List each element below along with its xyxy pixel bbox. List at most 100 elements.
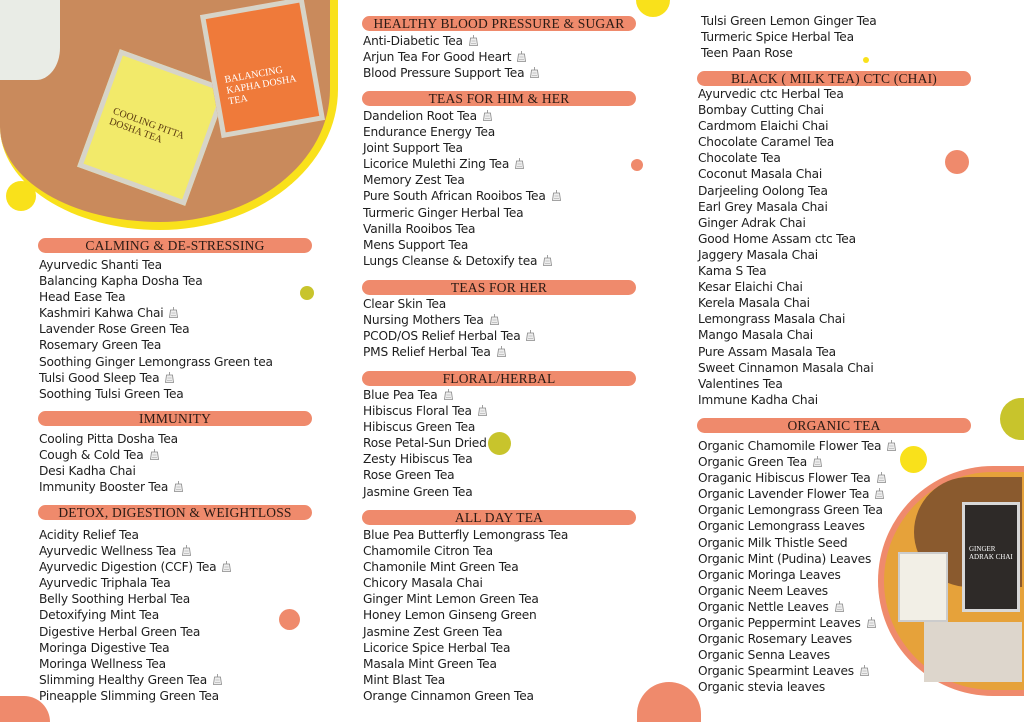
tea-name: Organic Lavender Flower Tea [698,487,870,502]
tea-item: Kerela Masala Chai [698,295,874,311]
tea-name: Blood Pressure Support Tea [363,66,525,81]
tea-name: Tulsi Good Sleep Tea [39,370,160,385]
teabag-icon [149,448,159,460]
tea-item: Jasmine Zest Green Tea [363,624,568,640]
tea-item: Acidity Relief Tea [39,527,231,543]
tea-name: Organic Lemongrass Leaves [698,519,865,534]
tea-name: Cardmom Elaichi Chai [698,119,829,134]
section-list-immunity: Cooling Pitta Dosha Tea Cough & Cold Tea D… [39,431,184,495]
tea-item: Desi Kadha Chai [39,463,183,479]
section-list-all-day: Blue Pea Butterfly Lemongrass Tea Chamomi… [363,527,568,704]
section-list-him-her: Dandelion Root Tea Endurance Energy Tea Jo… [363,108,561,269]
tea-item: Organic Lemongrass Leaves [698,518,896,534]
jar-label: GINGER ADRAK CHAI [969,545,1013,561]
flowers [0,0,60,80]
teabag-icon [866,616,876,628]
section-list-blood-pressure: Anti-Diabetic Tea Arjun Tea For Good Hear… [363,33,540,81]
tea-item: Cooling Pitta Dosha Tea [39,431,183,447]
tea-name: Head Ease Tea [39,290,126,305]
teabag-icon [543,254,553,266]
teabag-icon [165,371,175,383]
teabag-icon [468,34,478,46]
section-list-floral: Blue Pea Tea Hibiscus Floral Tea Hibiscus … [363,387,487,500]
tea-item: Nursing Mothers Tea [363,312,535,328]
tea-name: Chicory Masala Chai [363,576,483,591]
tea-name: Good Home Assam ctc Tea [698,231,856,246]
tea-name: Organic Mint (Pudina) Leaves [698,551,872,566]
tea-name: PMS Relief Herbal Tea [363,345,491,360]
teabag-icon [169,306,179,319]
tea-name: Orange Cinnamon Green Tea [363,688,534,703]
tea-name: Lavender Rose Green Tea [39,322,190,337]
tea-item: Turmeric Spice Herbal Tea [701,29,877,45]
tin-balancing-kapha: BALANCING KAPHA DOSHA TEA [199,0,326,139]
section-header-immunity: IMMUNITY [38,411,312,426]
tea-name: Turmeric Ginger Herbal Tea [363,205,524,220]
decorative-dot [945,150,969,174]
teabag-icon [489,313,499,325]
section-header-blood-pressure: HEALTHY BLOOD PRESSURE & SUGAR [362,16,636,31]
jar-ginger-adrak: GINGER ADRAK CHAI [962,502,1020,612]
section-list-her: Clear Skin Tea Nursing Mothers Tea PCOD/OS… [363,296,536,360]
section-list-black: Ayurvedic ctc Herbal Tea Bombay Cutting C… [698,86,874,408]
tea-name: Hibiscus Floral Tea [363,404,472,419]
tea-name: Immune Kadha Chai [698,392,818,407]
tea-item: Dandelion Root Tea [363,108,561,124]
tea-name: Chocolate Caramel Tea [698,135,835,150]
tea-item: Organic Peppermint Leaves [698,615,896,631]
tea-item: Organic Moringa Leaves [698,567,896,583]
tea-item: PMS Relief Herbal Tea [363,344,535,360]
tea-item: Good Home Assam ctc Tea [698,231,874,247]
section-header-organic: ORGANIC TEA [697,418,971,433]
tea-item: Chamomile Citron Tea [363,543,568,559]
tea-name: Soothing Tulsi Green Tea [39,386,184,401]
tea-name: Hibiscus Green Tea [363,420,476,435]
tea-item: Organic Lavender Flower Tea [698,486,896,502]
tea-item: Blue Pea Butterfly Lemongrass Tea [363,527,568,543]
tea-item: Organic Green Tea [698,454,896,470]
tea-item: Oraganic Hibiscus Flower Tea [698,470,896,486]
teabag-icon [477,404,487,416]
tea-item: Rose Petal-Sun Dried [363,435,487,451]
tea-name: Organic Milk Thistle Seed [698,535,848,550]
tea-item: Masala Mint Green Tea [363,656,568,672]
tea-item: Tulsi Green Lemon Ginger Tea [701,13,877,29]
tea-item: Teen Paan Rose [701,45,877,61]
tea-name: Ayurvedic Digestion (CCF) Tea [39,560,217,575]
teabag-icon [213,673,222,685]
tin-label: BALANCING KAPHA DOSHA TEA [223,64,297,108]
tea-name: Endurance Energy Tea [363,125,496,140]
decorative-dot [900,446,927,473]
tea-name: Desi Kadha Chai [39,464,136,479]
tea-item: Coconut Masala Chai [698,166,874,182]
tea-name: Organic Senna Leaves [698,648,830,663]
tea-item: Earl Grey Masala Chai [698,199,874,215]
tea-name: Slimming Healthy Green Tea [39,672,207,687]
section-header-calming: CALMING & DE-STRESSING [38,238,312,253]
tea-item: Rose Green Tea [363,467,487,483]
tea-item: Cardmom Elaichi Chai [698,118,874,134]
tea-name: Mens Support Tea [363,237,469,252]
tea-item: Ginger Mint Lemon Green Tea [363,591,568,607]
tea-item: Kesar Elaichi Chai [698,279,874,295]
teabag-icon [875,487,885,500]
tea-item: Mint Blast Tea [363,672,568,688]
tea-name: Honey Lemon Ginseng Green [363,608,537,623]
tea-name: Sweet Cinnamon Masala Chai [698,360,874,375]
tea-name: Immunity Booster Tea [39,480,169,495]
tea-name: Lemongrass Masala Chai [698,312,846,327]
tea-item: Organic Milk Thistle Seed [698,535,896,551]
tea-item: Vanilla Rooibos Tea [363,221,561,237]
tea-name: Digestive Herbal Green Tea [39,624,201,639]
section-header-him-her: TEAS FOR HIM & HER [362,91,636,106]
section-header-floral: FLORAL/HERBAL [362,371,636,386]
tea-name: Pineapple Slimming Green Tea [39,688,219,703]
tea-name: Valentines Tea [698,376,783,391]
tea-name: Ginger Adrak Chai [698,215,806,230]
teabag-icon [887,439,897,451]
tea-name: Licorice Spice Herbal Tea [363,640,511,655]
tea-item: Pure Assam Masala Tea [698,344,874,360]
teabag-icon [222,560,232,573]
tea-item: Immunity Booster Tea [39,479,184,495]
tea-item: Sweet Cinnamon Masala Chai [698,360,874,376]
